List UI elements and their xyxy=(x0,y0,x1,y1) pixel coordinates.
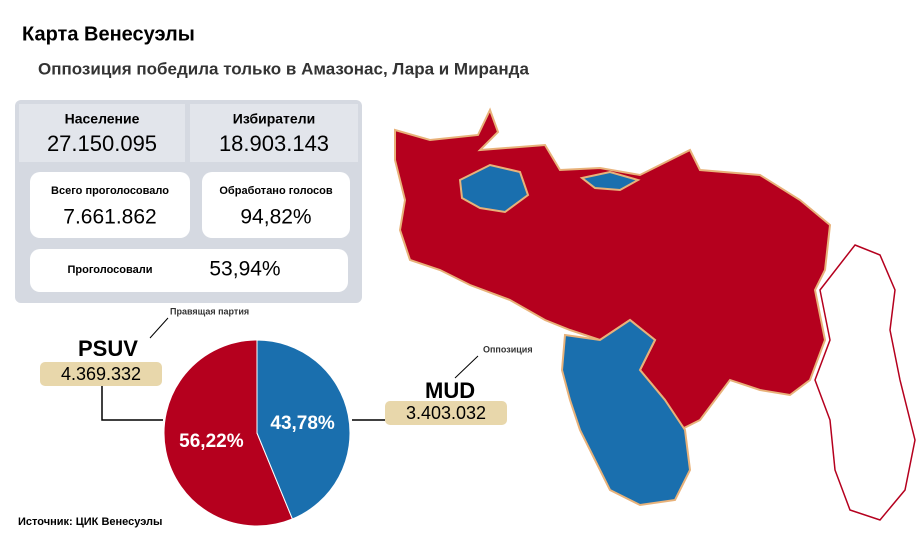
slice-label: 43,78% xyxy=(270,413,335,434)
votes-value: 3.403.032 xyxy=(406,403,486,423)
region-amazonas xyxy=(560,318,692,507)
stats-panel: Население 27.150.095 Избиратели 18.903.1… xyxy=(15,100,362,303)
region-lara xyxy=(458,163,530,214)
leader-line xyxy=(454,355,479,379)
series-description: Правящая партия xyxy=(170,306,249,316)
votes-box xyxy=(385,401,507,425)
cell xyxy=(19,104,185,162)
stat-value: 18.903.143 xyxy=(219,131,329,156)
stat-value: 53,94% xyxy=(209,258,280,281)
subtitle: Оппозиция победила только в Амазонас, Ла… xyxy=(38,59,529,78)
votes-value: 4.369.332 xyxy=(61,364,141,384)
stat-label: Население xyxy=(65,111,140,127)
stat-label: Всего проголосовало xyxy=(51,185,169,197)
stat-value: 94,82% xyxy=(240,206,311,229)
pie-chart: 56,22% 43,78% PSUV Правящая партия 4.369.332… xyxy=(40,306,533,527)
stat-label: Избиратели xyxy=(233,111,315,127)
pie-slice xyxy=(163,339,294,527)
connector xyxy=(101,386,163,421)
cell xyxy=(190,104,358,162)
series-description: Оппозиция xyxy=(483,344,533,354)
votes-box xyxy=(40,362,162,386)
region-miranda xyxy=(579,170,641,192)
cell xyxy=(30,249,348,292)
title: Карта Венесуэлы xyxy=(22,23,195,45)
guayana-esequiba xyxy=(814,244,916,521)
slice-label: 56,22% xyxy=(179,431,244,452)
cell xyxy=(202,172,350,238)
series-name: MUD xyxy=(425,378,475,403)
map xyxy=(394,107,916,521)
stat-label: Обработано голосов xyxy=(219,185,332,197)
stat-value: 27.150.095 xyxy=(47,131,157,156)
stat-value: 7.661.862 xyxy=(63,206,156,229)
leader-line xyxy=(149,317,169,339)
stat-label: Проголосовали xyxy=(68,264,153,276)
pie-slice xyxy=(256,339,351,520)
source: Источник: ЦИК Венесуэлы xyxy=(18,516,162,528)
cell xyxy=(30,172,190,238)
series-name: PSUV xyxy=(78,336,138,361)
